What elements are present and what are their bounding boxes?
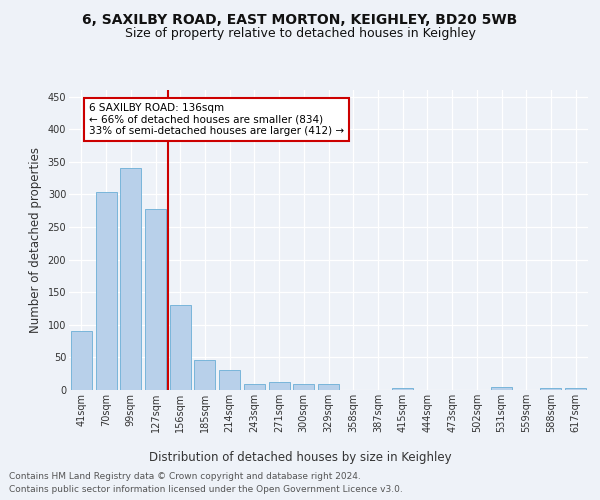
Bar [145,208,166,390]
Bar [95,192,116,390]
Text: Distribution of detached houses by size in Keighley: Distribution of detached houses by size … [149,451,451,464]
Text: Contains public sector information licensed under the Open Government Licence v3: Contains public sector information licen… [9,485,403,494]
Bar [71,332,92,390]
Text: Size of property relative to detached houses in Keighley: Size of property relative to detached ho… [125,28,475,40]
Bar [392,388,413,390]
Text: 6, SAXILBY ROAD, EAST MORTON, KEIGHLEY, BD20 5WB: 6, SAXILBY ROAD, EAST MORTON, KEIGHLEY, … [82,12,518,26]
Y-axis label: Number of detached properties: Number of detached properties [29,147,42,333]
Bar [293,384,314,390]
Bar [318,384,339,390]
Bar [120,168,141,390]
Bar [194,360,215,390]
Bar [565,388,586,390]
Bar [244,384,265,390]
Bar [269,382,290,390]
Bar [491,388,512,390]
Bar [541,388,562,390]
Text: 6 SAXILBY ROAD: 136sqm
← 66% of detached houses are smaller (834)
33% of semi-de: 6 SAXILBY ROAD: 136sqm ← 66% of detached… [89,103,344,136]
Text: Contains HM Land Registry data © Crown copyright and database right 2024.: Contains HM Land Registry data © Crown c… [9,472,361,481]
Bar [170,304,191,390]
Bar [219,370,240,390]
